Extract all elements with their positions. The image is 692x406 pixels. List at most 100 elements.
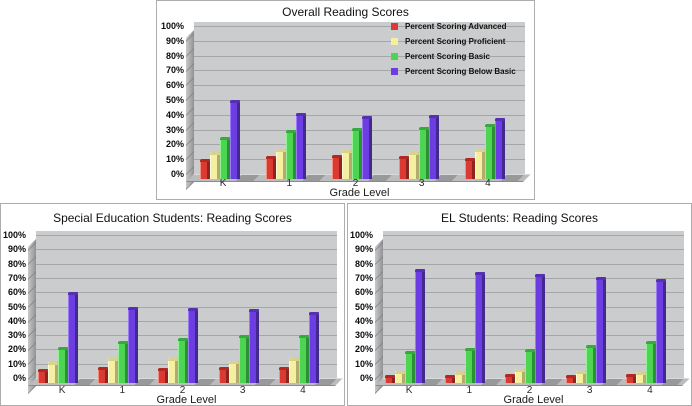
y-tick-label: 20% (7, 344, 26, 355)
y-tick-label: 60% (165, 80, 184, 91)
axis-tick-mark (28, 270, 36, 280)
legend-swatch-proficient (391, 38, 398, 45)
axis-tick-mark (28, 342, 36, 352)
y-tick-label: 10% (165, 154, 184, 165)
axis-tick-mark (375, 327, 383, 337)
bar-below_basic-grade-4 (655, 279, 666, 383)
plot-side-wall (186, 30, 194, 190)
bar-top-cap (266, 156, 277, 160)
bar-basic-grade-3 (238, 335, 249, 383)
y-tick-label: 100% (2, 230, 26, 240)
bar-below_basic-grade-3 (595, 276, 606, 383)
bar-basic-grade-4 (484, 123, 495, 179)
bar-top-cap (475, 272, 486, 276)
bar-top-cap (565, 375, 576, 379)
gridline (36, 249, 337, 251)
chart-special-education: 0% 10% 20% 30% 40% 50% 60% 70% 80% 90% 100% K 1 2 3 4 (1, 204, 344, 405)
y-tick-label: 60% (7, 287, 26, 298)
bar-advanced-grade-K (385, 375, 395, 383)
x-tick-label: K (405, 385, 413, 396)
y-tick-label: 90% (165, 35, 184, 46)
legend-item: Percent Scoring Proficient (391, 37, 505, 46)
y-tick-label: 90% (7, 244, 26, 255)
bar-top-cap (494, 117, 505, 121)
x-axis-title: Grade Level (156, 394, 217, 406)
axis-tick-mark (28, 299, 36, 309)
axis-tick-mark (375, 256, 383, 266)
bar-advanced-grade-4 (278, 366, 289, 383)
y-tick-label: 70% (354, 272, 373, 283)
bar-basic-grade-1 (465, 348, 476, 383)
bar-proficient-grade-4 (635, 372, 646, 383)
bar-top-cap (58, 346, 68, 350)
axis-tick-mark (375, 342, 383, 352)
bar-advanced-grade-3 (398, 156, 409, 179)
bar-proficient-grade-K (395, 370, 405, 383)
gridline (383, 335, 684, 337)
bar-top-cap (238, 335, 249, 339)
bar-top-cap (415, 269, 425, 273)
bar-below_basic-grade-1 (296, 113, 307, 179)
axis-tick-mark (28, 284, 36, 294)
bar-top-cap (210, 151, 220, 155)
bar-advanced-grade-1 (266, 156, 277, 179)
bar-proficient-grade-3 (575, 370, 586, 383)
chart-title: EL Students: Reading Scores (441, 211, 598, 225)
bar-top-cap (645, 340, 656, 344)
bar-proficient-grade-1 (108, 358, 119, 383)
axis-tick-mark (186, 121, 194, 131)
bar-top-cap (68, 292, 78, 296)
bar-basic-grade-1 (286, 129, 297, 179)
bar-top-cap (296, 113, 307, 117)
chart-overall: 0% 10% 20% 30% 40% 50% 60% 70% 80% 90% 100% K 1 2 3 4 Pe… (157, 1, 534, 199)
bar-top-cap (428, 114, 439, 118)
y-tick-label: 50% (354, 301, 373, 312)
bar-proficient-grade-K (210, 151, 220, 179)
x-tick-label: 4 (300, 385, 306, 396)
axis-tick-mark (375, 299, 383, 309)
bar-advanced-grade-1 (98, 366, 109, 383)
bar-top-cap (128, 306, 139, 310)
x-tick-label: 3 (418, 178, 425, 189)
legend-label: Percent Scoring Advanced (405, 22, 507, 31)
bar-top-cap (525, 349, 536, 353)
x-tick-label: 1 (119, 385, 126, 396)
y-tick-label: 90% (354, 244, 373, 255)
y-tick-label: 50% (165, 95, 184, 105)
bar-top-cap (188, 307, 199, 311)
bar-basic-grade-2 (178, 338, 189, 383)
legend-label: Percent Scoring Below Basic (405, 67, 516, 76)
y-tick-label: 80% (165, 50, 184, 61)
x-tick-label: 2 (526, 385, 533, 396)
gridline (383, 235, 684, 236)
bar-top-cap (585, 345, 596, 349)
gridline (383, 306, 684, 308)
bar-advanced-grade-4 (464, 157, 475, 179)
bar-advanced-grade-K (200, 159, 210, 179)
gridline (194, 26, 525, 27)
bar-basic-grade-4 (645, 340, 656, 383)
chart-title: Special Education Students: Reading Scor… (53, 211, 292, 225)
bar-top-cap (465, 348, 476, 351)
bar-basic-grade-K (220, 137, 230, 179)
bar-advanced-grade-2 (158, 368, 169, 383)
y-tick-label: 20% (354, 344, 373, 355)
gridline (383, 320, 684, 322)
bar-proficient-grade-1 (455, 372, 466, 383)
bar-below_basic-grade-K (415, 269, 425, 383)
bar-top-cap (405, 350, 415, 354)
bar-top-cap (228, 360, 239, 364)
bar-top-cap (535, 273, 546, 277)
bar-top-cap (98, 366, 109, 370)
x-tick-label: 3 (239, 385, 246, 396)
legend-swatch-basic (391, 53, 398, 60)
bar-top-cap (455, 372, 466, 376)
bar-below_basic-grade-1 (475, 272, 486, 383)
bar-top-cap (352, 128, 363, 132)
gridline (36, 263, 337, 265)
bar-top-cap (286, 129, 297, 133)
bar-proficient-grade-K (48, 362, 58, 383)
axis-tick-mark (375, 284, 383, 294)
y-tick-label: 0% (170, 169, 184, 179)
bar-top-cap (38, 369, 48, 373)
